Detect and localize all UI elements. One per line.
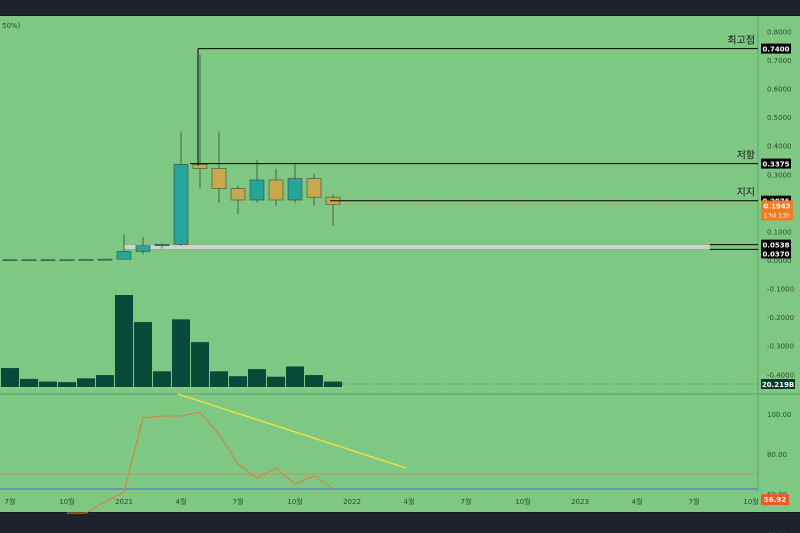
candle-body [116, 251, 132, 260]
candle-body [249, 179, 265, 201]
rsi-tick-label: 100.00 [767, 411, 792, 419]
candle-body [154, 243, 170, 247]
price-tick-label: 0.6000 [767, 86, 792, 94]
volume-bar [153, 371, 171, 387]
current-price-tag-bg [761, 200, 793, 221]
candle-body [192, 163, 208, 169]
time-axis-label: 4월 [632, 497, 643, 506]
candle-body [306, 178, 322, 198]
price-tick-label: 0.3000 [767, 171, 792, 179]
range-upper-tag: 0.0538 [762, 242, 789, 250]
annotation-label: 저항 [737, 150, 755, 162]
candle-body [135, 245, 151, 252]
time-axis-label: 4월 [176, 497, 187, 506]
candle-body [40, 259, 56, 262]
rsi-tick-label: 40.00 [767, 531, 787, 533]
annotation-label: 최고점 [727, 35, 755, 47]
annotation-tag-bg [761, 43, 791, 54]
volume-bar [115, 295, 133, 387]
time-axis-label: 2022 [343, 498, 361, 506]
rsi-tick-label: 80.00 [767, 451, 787, 459]
range-lower-tag-bg [761, 248, 791, 259]
header-partial-label: 50%) [2, 22, 21, 30]
current-price-countdown: 17d 13h [764, 211, 791, 219]
bottom-toolbar [0, 513, 800, 533]
price-tick-label: -0.4000 [767, 371, 794, 379]
annotation-tag: 0.7400 [762, 46, 789, 54]
volume-bar [39, 381, 57, 387]
annotation-tag-bg [761, 158, 791, 169]
price-tick-label: -0.2000 [767, 314, 794, 322]
time-axis-label: 10월 [59, 497, 74, 506]
chart-background [0, 16, 800, 512]
price-tick-label: 0.0000 [767, 257, 792, 265]
time-axis-label: 10월 [287, 497, 302, 506]
price-tick-label: 0.8000 [767, 28, 792, 36]
volume-bar [324, 381, 342, 387]
price-tick-label: -0.3000 [767, 343, 794, 351]
range-box [123, 244, 711, 250]
time-axis-label: 7월 [5, 497, 16, 506]
price-tick-label: 0.4000 [767, 143, 792, 151]
volume-bar [77, 378, 95, 387]
rsi-tag-bg [761, 494, 789, 506]
time-axis-label: 2023 [571, 498, 589, 506]
candle-body [268, 179, 284, 201]
range-lower-tag: 0.0370 [762, 250, 789, 258]
candle-body [173, 163, 189, 245]
volume-bar [229, 376, 247, 387]
time-axis-label: 7월 [233, 497, 244, 506]
volume-bar [172, 319, 190, 387]
volume-bar [134, 322, 152, 387]
volume-bar [210, 371, 228, 387]
time-axis-label: 10월 [515, 497, 530, 506]
time-axis-label: 4월 [404, 497, 415, 506]
candle-body [97, 258, 113, 261]
annotation-label: 지지 [737, 187, 755, 199]
price-tick-label: 0.1000 [767, 228, 792, 236]
volume-bar [1, 368, 19, 387]
volume-bar [58, 382, 76, 387]
volume-bar [20, 378, 38, 387]
annotation-tag: 0.3375 [762, 161, 789, 169]
rsi-trend-line [177, 393, 407, 469]
candle-body [78, 259, 94, 261]
volume-bar [96, 375, 114, 387]
candle-body [59, 259, 75, 262]
rsi-tag: 56.92 [764, 496, 786, 504]
price-tick-label: 0.7000 [767, 57, 792, 65]
time-axis-label: 7월 [689, 497, 700, 506]
time-axis-label: 10월 [743, 497, 758, 506]
candle-body [2, 259, 18, 262]
time-axis-label: 2021 [115, 498, 133, 506]
top-toolbar [0, 0, 800, 15]
candle-body [287, 178, 303, 201]
rsi-line [67, 411, 334, 514]
volume-bar [191, 342, 209, 387]
volume-bar [286, 366, 304, 387]
volume-tag: 20.219B [762, 381, 794, 389]
candle-body [211, 168, 227, 189]
price-tick-label: 0.5000 [767, 114, 792, 122]
range-upper-tag-bg [761, 239, 791, 250]
volume-tag-bg [761, 379, 795, 389]
volume-bar [248, 369, 266, 387]
candle-body [230, 188, 246, 201]
current-price-value: 0.1943 [763, 202, 790, 210]
candle-body [21, 259, 37, 262]
time-axis-label: 7월 [461, 497, 472, 506]
volume-bar [267, 376, 285, 387]
volume-bar [305, 375, 323, 387]
price-tick-label: -0.1000 [767, 286, 794, 294]
